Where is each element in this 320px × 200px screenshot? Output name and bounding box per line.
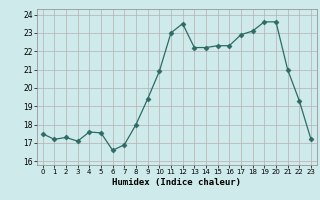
X-axis label: Humidex (Indice chaleur): Humidex (Indice chaleur) — [112, 178, 241, 187]
